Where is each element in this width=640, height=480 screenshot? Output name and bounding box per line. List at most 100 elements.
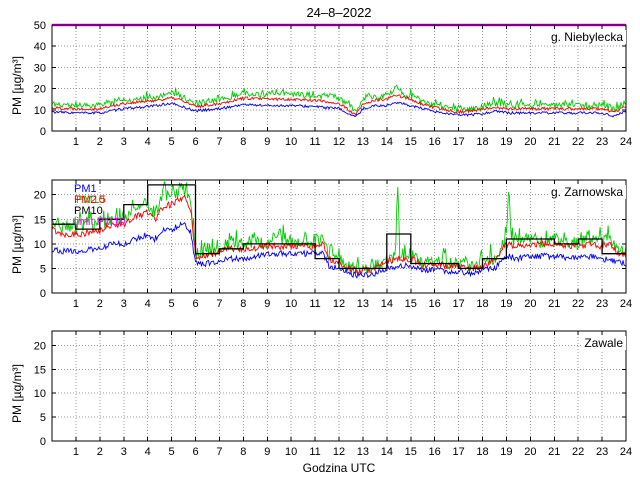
x-tick-label: 8 xyxy=(240,298,246,310)
x-tick-label: 14 xyxy=(381,136,393,148)
station-label-zawale: Zawale xyxy=(581,336,626,350)
y-tick-label: 0 xyxy=(40,436,46,448)
tick-labels: 1 2 3 4 5 6 7 8 9 10 11 12 13 14 15 16 17 18 19 20 21 22 23 240… xyxy=(34,20,632,148)
x-tick-label: 24 xyxy=(620,446,632,458)
y-tick-label: 10 xyxy=(34,239,46,251)
x-tick-label: 1 xyxy=(73,136,79,148)
x-tick-label: 7 xyxy=(216,446,222,458)
y-axis-label-panel-1: PM [µg/m³] xyxy=(10,56,24,115)
x-tick-label: 18 xyxy=(476,136,488,148)
x-tick-label: 9 xyxy=(264,136,270,148)
x-tick-label: 23 xyxy=(596,446,608,458)
x-tick-label: 21 xyxy=(548,298,560,310)
tick-labels: 1 2 3 4 5 6 7 8 9 10 11 12 13 14 15 16 17 18 19 20 21 22 23 240… xyxy=(34,190,632,310)
x-tick-label: 7 xyxy=(216,298,222,310)
y-tick-label: 15 xyxy=(34,214,46,226)
series-pm1 xyxy=(52,101,626,118)
x-tick-label: 19 xyxy=(500,446,512,458)
y-tick-label: 50 xyxy=(34,20,46,32)
series-pm25 xyxy=(52,94,626,117)
y-tick-label: 20 xyxy=(34,84,46,96)
x-tick-label: 23 xyxy=(596,298,608,310)
x-tick-label: 13 xyxy=(357,298,369,310)
x-tick-label: 13 xyxy=(357,136,369,148)
gridlines xyxy=(52,331,626,441)
y-tick-label: 5 xyxy=(40,263,46,275)
station-label-niebylecka: g. Niebylecka xyxy=(547,30,626,44)
x-tick-label: 8 xyxy=(240,136,246,148)
y-axis-label-panel-2: PM [µg/m³] xyxy=(10,215,24,274)
x-tick-label: 15 xyxy=(405,136,417,148)
x-tick-label: 19 xyxy=(500,298,512,310)
x-tick-label: 24 xyxy=(620,136,632,148)
x-tick-label: 10 xyxy=(285,298,297,310)
x-tick-label: 14 xyxy=(381,446,393,458)
y-tick-label: 40 xyxy=(34,41,46,53)
y-tick-label: 30 xyxy=(34,62,46,74)
legend-pm10: PM10 xyxy=(74,205,103,217)
series-pm10-hourly-step xyxy=(52,184,626,270)
x-tick-label: 22 xyxy=(572,298,584,310)
x-tick-label: 12 xyxy=(333,446,345,458)
x-tick-label: 2 xyxy=(97,446,103,458)
y-tick-label: 20 xyxy=(34,190,46,202)
y-tick-label: 0 xyxy=(40,126,46,138)
x-tick-label: 14 xyxy=(381,298,393,310)
series-group xyxy=(52,84,626,118)
x-tick-label: 9 xyxy=(264,298,270,310)
x-tick-label: 4 xyxy=(145,136,151,148)
x-tick-label: 5 xyxy=(169,298,175,310)
x-tick-label: 5 xyxy=(169,136,175,148)
x-tick-label: 6 xyxy=(192,446,198,458)
x-tick-label: 1 xyxy=(73,446,79,458)
x-tick-label: 17 xyxy=(452,136,464,148)
y-tick-label: 0 xyxy=(40,288,46,300)
x-tick-label: 8 xyxy=(240,446,246,458)
x-tick-label: 12 xyxy=(333,136,345,148)
x-axis-label: Godzina UTC xyxy=(302,461,376,475)
y-tick-label: 5 xyxy=(40,412,46,424)
x-tick-label: 22 xyxy=(572,446,584,458)
x-tick-label: 22 xyxy=(572,136,584,148)
y-tick-label: 15 xyxy=(34,364,46,376)
y-axis-label-panel-3: PM [µg/m³] xyxy=(10,364,24,423)
x-tick-label: 23 xyxy=(596,136,608,148)
x-tick-label: 11 xyxy=(309,136,320,148)
panel-1: 1 2 3 4 5 6 7 8 9 10 11 12 13 14 15 16 17 18 19 20 21 22 23 240… xyxy=(34,179,632,310)
series-group xyxy=(52,181,626,279)
x-tick-label: 20 xyxy=(524,136,536,148)
x-tick-label: 2 xyxy=(97,136,103,148)
x-tick-label: 5 xyxy=(169,446,175,458)
x-tick-label: 15 xyxy=(405,298,417,310)
station-label-zarnowska: g. Zarnowska xyxy=(547,185,626,199)
series-pm10 xyxy=(52,84,626,113)
x-tick-label: 16 xyxy=(429,446,441,458)
x-tick-label: 15 xyxy=(405,446,417,458)
x-tick-label: 20 xyxy=(524,298,536,310)
legend-pm2-5: PM2.5 xyxy=(74,194,106,206)
x-tick-label: 11 xyxy=(309,298,320,310)
x-tick-label: 1 xyxy=(73,298,79,310)
x-tick-label: 18 xyxy=(476,446,488,458)
x-tick-label: 13 xyxy=(357,446,369,458)
x-tick-label: 4 xyxy=(145,446,151,458)
legend-pm10: PM10 xyxy=(76,194,105,206)
x-tick-label: 9 xyxy=(264,446,270,458)
x-tick-label: 2 xyxy=(97,298,103,310)
x-tick-label: 11 xyxy=(309,446,320,458)
x-tick-label: 3 xyxy=(121,446,127,458)
tick-marks xyxy=(52,24,627,132)
x-tick-label: 4 xyxy=(145,298,151,310)
x-tick-label: 10 xyxy=(285,136,297,148)
panel-2: 1 2 3 4 5 6 7 8 9 10 11 12 13 14 15 16 17 18 19 20 21 22 23 240… xyxy=(34,330,632,458)
x-tick-label: 12 xyxy=(333,298,345,310)
x-tick-label: 21 xyxy=(548,136,560,148)
tick-marks xyxy=(52,180,627,294)
y-tick-label: 10 xyxy=(34,105,46,117)
chart-title: 24–8–2022 xyxy=(306,5,372,20)
y-tick-label: 10 xyxy=(34,388,46,400)
x-tick-label: 6 xyxy=(192,298,198,310)
x-tick-label: 16 xyxy=(429,298,441,310)
